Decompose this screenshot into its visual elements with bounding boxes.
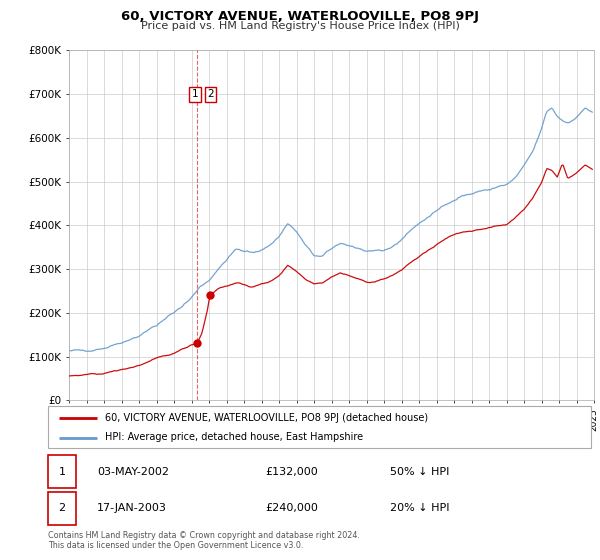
Text: £240,000: £240,000: [265, 503, 318, 513]
Text: Contains HM Land Registry data © Crown copyright and database right 2024.
This d: Contains HM Land Registry data © Crown c…: [48, 531, 360, 550]
Text: 03-MAY-2002: 03-MAY-2002: [97, 467, 169, 477]
Text: 2: 2: [59, 503, 65, 513]
Text: Price paid vs. HM Land Registry's House Price Index (HPI): Price paid vs. HM Land Registry's House …: [140, 21, 460, 31]
Text: £132,000: £132,000: [265, 467, 318, 477]
Text: 60, VICTORY AVENUE, WATERLOOVILLE, PO8 9PJ (detached house): 60, VICTORY AVENUE, WATERLOOVILLE, PO8 9…: [105, 413, 428, 423]
Text: 1: 1: [191, 89, 198, 99]
FancyBboxPatch shape: [48, 455, 76, 488]
Text: 20% ↓ HPI: 20% ↓ HPI: [390, 503, 449, 513]
Point: [205, 291, 214, 300]
Text: 1: 1: [59, 467, 65, 477]
Text: 60, VICTORY AVENUE, WATERLOOVILLE, PO8 9PJ: 60, VICTORY AVENUE, WATERLOOVILLE, PO8 9…: [121, 10, 479, 23]
Text: 50% ↓ HPI: 50% ↓ HPI: [390, 467, 449, 477]
FancyBboxPatch shape: [48, 406, 591, 448]
Text: HPI: Average price, detached house, East Hampshire: HPI: Average price, detached house, East…: [105, 432, 363, 442]
Text: 17-JAN-2003: 17-JAN-2003: [97, 503, 167, 513]
Point: [193, 338, 202, 347]
FancyBboxPatch shape: [48, 492, 76, 525]
Text: 2: 2: [207, 89, 214, 99]
